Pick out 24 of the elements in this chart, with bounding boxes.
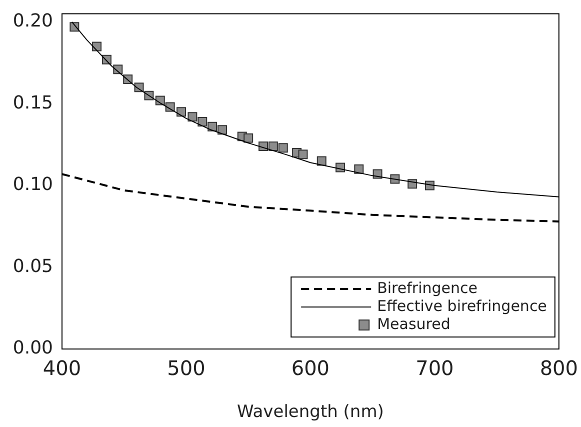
x-tick-label: 600: [291, 356, 330, 380]
x-tick-label: 700: [416, 356, 454, 380]
legend-label: Measured: [377, 314, 450, 333]
point: [268, 142, 278, 151]
legend-label: Effective birefringence: [377, 296, 547, 315]
y-tick-label: 0.00: [12, 338, 53, 359]
point: [218, 125, 227, 135]
y-tick-label: 0.05: [12, 256, 53, 277]
point: [244, 133, 254, 143]
point: [188, 112, 198, 122]
y-tick-label: 0.15: [12, 92, 53, 114]
legend-label: Birefringence: [377, 278, 478, 297]
x-axis-title: Wavelength (nm): [237, 402, 384, 422]
x-tick-label: 800: [540, 356, 578, 380]
point: [298, 150, 308, 160]
y-tick-label: 0.10: [12, 174, 53, 196]
x-tick-label: 400: [42, 356, 82, 380]
point: [208, 122, 218, 132]
x-tick-label: 500: [167, 356, 206, 380]
point: [198, 116, 208, 126]
point: [316, 156, 326, 166]
y-tick-label: 0.20: [12, 10, 53, 32]
point: [278, 143, 288, 153]
point: [176, 107, 186, 117]
